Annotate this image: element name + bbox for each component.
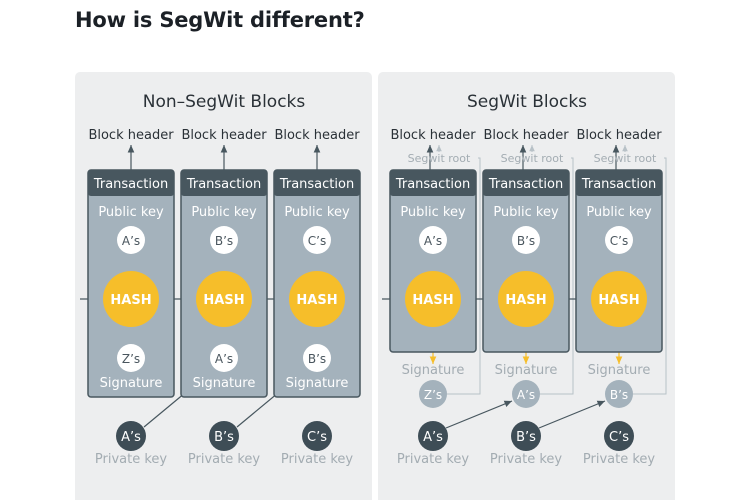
private-key-arrow bbox=[445, 400, 513, 429]
signature-node-label: B’s bbox=[610, 388, 628, 402]
signature-label: Signature bbox=[588, 363, 651, 378]
hash-label: HASH bbox=[203, 293, 244, 308]
public-key-label: Public key bbox=[400, 205, 466, 220]
public-key-label: Public key bbox=[586, 205, 652, 220]
private-key-node-label: C’s bbox=[307, 430, 327, 445]
block-header-label: Block header bbox=[88, 128, 174, 143]
signature-node bbox=[512, 380, 540, 408]
private-key-label: Private key bbox=[583, 452, 656, 467]
signature-label: Signature bbox=[286, 376, 349, 391]
private-key-node-label: B’s bbox=[214, 430, 234, 445]
hash-node bbox=[405, 271, 461, 327]
private-key-label: Private key bbox=[397, 452, 470, 467]
private-key-node-label: B’s bbox=[516, 430, 536, 445]
public-key-node-label: C’s bbox=[610, 234, 628, 248]
signature-node bbox=[303, 344, 331, 372]
page-title: How is SegWit different? bbox=[75, 8, 365, 32]
transaction-header bbox=[181, 170, 267, 196]
block-header-label: Block header bbox=[483, 128, 569, 143]
transaction-header bbox=[483, 170, 569, 196]
block-header-label: Block header bbox=[576, 128, 662, 143]
signature-node-label: B’s bbox=[308, 352, 326, 366]
hash-node bbox=[196, 271, 252, 327]
public-key-node-label: B’s bbox=[517, 234, 535, 248]
private-key-node-label: C’s bbox=[609, 430, 629, 445]
transaction-header bbox=[274, 170, 360, 196]
block-header-label: Block header bbox=[274, 128, 360, 143]
signature-node bbox=[419, 380, 447, 408]
public-key-label: Public key bbox=[191, 205, 257, 220]
public-key-node-label: C’s bbox=[308, 234, 326, 248]
signature-node-label: A’s bbox=[517, 388, 535, 402]
public-key-node-label: A’s bbox=[122, 234, 140, 248]
public-key-label: Public key bbox=[284, 205, 350, 220]
segwit-root-label: Segwit root bbox=[501, 152, 564, 165]
public-key-node-label: A’s bbox=[424, 234, 442, 248]
public-key-node bbox=[512, 226, 540, 254]
transaction-header bbox=[390, 170, 476, 196]
private-key-node bbox=[116, 421, 146, 451]
public-key-node bbox=[210, 226, 238, 254]
public-key-node bbox=[419, 226, 447, 254]
signature-node-label: Z’s bbox=[122, 352, 140, 366]
public-key-label: Public key bbox=[98, 205, 164, 220]
signature-node-label: Z’s bbox=[424, 388, 442, 402]
private-key-node bbox=[418, 421, 448, 451]
transaction-label: Transaction bbox=[488, 177, 563, 192]
public-key-node-label: B’s bbox=[215, 234, 233, 248]
hash-label: HASH bbox=[598, 293, 639, 308]
public-key-node bbox=[117, 226, 145, 254]
transaction-label: Transaction bbox=[279, 177, 354, 192]
segwit-panel-title: SegWit Blocks bbox=[467, 92, 587, 112]
private-key-arrow bbox=[538, 400, 606, 429]
transaction-label: Transaction bbox=[186, 177, 261, 192]
witness-root-line bbox=[633, 157, 667, 395]
hash-node bbox=[289, 271, 345, 327]
transaction-header bbox=[88, 170, 174, 196]
block-header-label: Block header bbox=[181, 128, 267, 143]
hash-node bbox=[498, 271, 554, 327]
private-key-node bbox=[302, 421, 332, 451]
private-key-label: Private key bbox=[95, 452, 168, 467]
signature-label: Signature bbox=[100, 376, 163, 391]
signature-node bbox=[210, 344, 238, 372]
segwit-root-label: Segwit root bbox=[408, 152, 471, 165]
private-key-node-label: A’s bbox=[423, 430, 443, 445]
witness-root-line bbox=[447, 157, 481, 395]
signature-label: Signature bbox=[402, 363, 465, 378]
private-key-label: Private key bbox=[281, 452, 354, 467]
signature-node bbox=[117, 344, 145, 372]
hash-node bbox=[103, 271, 159, 327]
public-key-node bbox=[605, 226, 633, 254]
transaction-label: Transaction bbox=[581, 177, 656, 192]
transaction-label: Transaction bbox=[93, 177, 168, 192]
hash-label: HASH bbox=[296, 293, 337, 308]
private-key-node bbox=[511, 421, 541, 451]
hash-label: HASH bbox=[505, 293, 546, 308]
transaction-label: Transaction bbox=[395, 177, 470, 192]
signature-label: Signature bbox=[193, 376, 256, 391]
private-key-label: Private key bbox=[490, 452, 563, 467]
private-key-node-label: A’s bbox=[121, 430, 141, 445]
signature-label: Signature bbox=[495, 363, 558, 378]
signature-node bbox=[605, 380, 633, 408]
public-key-node bbox=[303, 226, 331, 254]
private-key-label: Private key bbox=[188, 452, 261, 467]
hash-label: HASH bbox=[412, 293, 453, 308]
segwit-root-label: Segwit root bbox=[594, 152, 657, 165]
witness-root-line bbox=[540, 157, 574, 395]
transaction-header bbox=[576, 170, 662, 196]
block-header-label: Block header bbox=[390, 128, 476, 143]
public-key-label: Public key bbox=[493, 205, 559, 220]
private-key-node bbox=[604, 421, 634, 451]
nonsegwit-panel-title: Non–SegWit Blocks bbox=[143, 92, 306, 112]
signature-node-label: A’s bbox=[215, 352, 233, 366]
private-key-node bbox=[209, 421, 239, 451]
hash-node bbox=[591, 271, 647, 327]
hash-label: HASH bbox=[110, 293, 151, 308]
